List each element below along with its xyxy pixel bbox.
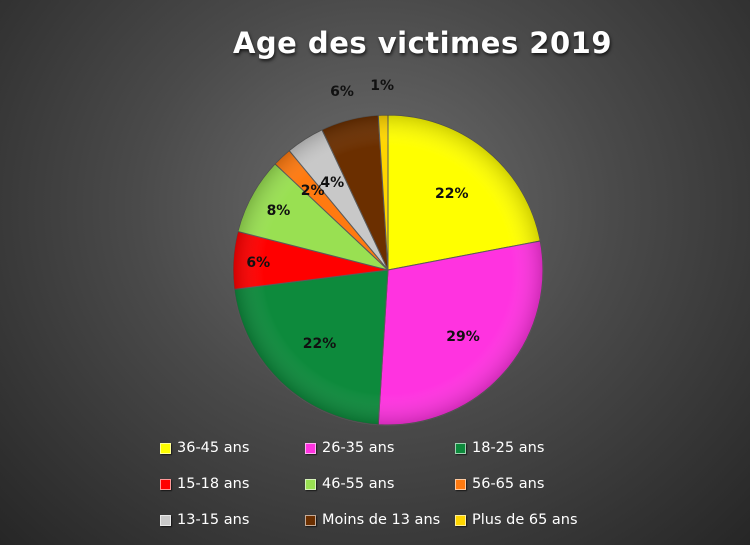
data-label: 2%	[301, 183, 325, 199]
data-label: 8%	[267, 203, 291, 219]
legend-swatch	[305, 514, 316, 526]
legend-item: 15-18 ans	[160, 476, 249, 492]
legend-item: Plus de 65 ans	[455, 512, 578, 528]
legend-swatch	[160, 442, 171, 454]
legend-swatch	[455, 514, 466, 526]
pie-shading	[233, 115, 543, 425]
legend-item: Moins de 13 ans	[305, 512, 440, 528]
data-label: 6%	[330, 84, 354, 100]
legend-item: 46-55 ans	[305, 476, 394, 492]
legend-swatch	[455, 442, 466, 454]
legend-label: 46-55 ans	[322, 476, 395, 492]
chart-title: Age des victimes 2019	[232, 26, 613, 60]
legend-item: 56-65 ans	[455, 476, 544, 492]
legend-item: 13-15 ans	[160, 512, 249, 528]
data-label: 22%	[435, 186, 469, 202]
data-label: 4%	[320, 175, 344, 191]
data-label: 29%	[446, 329, 480, 345]
data-label: 22%	[303, 336, 337, 352]
legend-swatch	[305, 442, 316, 454]
legend-label: 13-15 ans	[177, 512, 250, 528]
legend-swatch	[455, 478, 466, 490]
legend-label: Plus de 65 ans	[472, 512, 578, 528]
legend-item: 26-35 ans	[305, 440, 394, 456]
legend-swatch	[160, 478, 171, 490]
legend-label: 26-35 ans	[322, 440, 395, 456]
legend-item: 18-25 ans	[455, 440, 544, 456]
legend-item: 36-45 ans	[160, 440, 249, 456]
legend-label: 36-45 ans	[177, 440, 250, 456]
legend-label: 15-18 ans	[177, 476, 250, 492]
data-label: 1%	[370, 78, 394, 94]
legend-label: 56-65 ans	[472, 476, 545, 492]
data-label: 6%	[246, 255, 270, 271]
legend-label: Moins de 13 ans	[322, 512, 441, 528]
legend-label: 18-25 ans	[472, 440, 545, 456]
legend-swatch	[305, 478, 316, 490]
legend-swatch	[160, 514, 171, 526]
